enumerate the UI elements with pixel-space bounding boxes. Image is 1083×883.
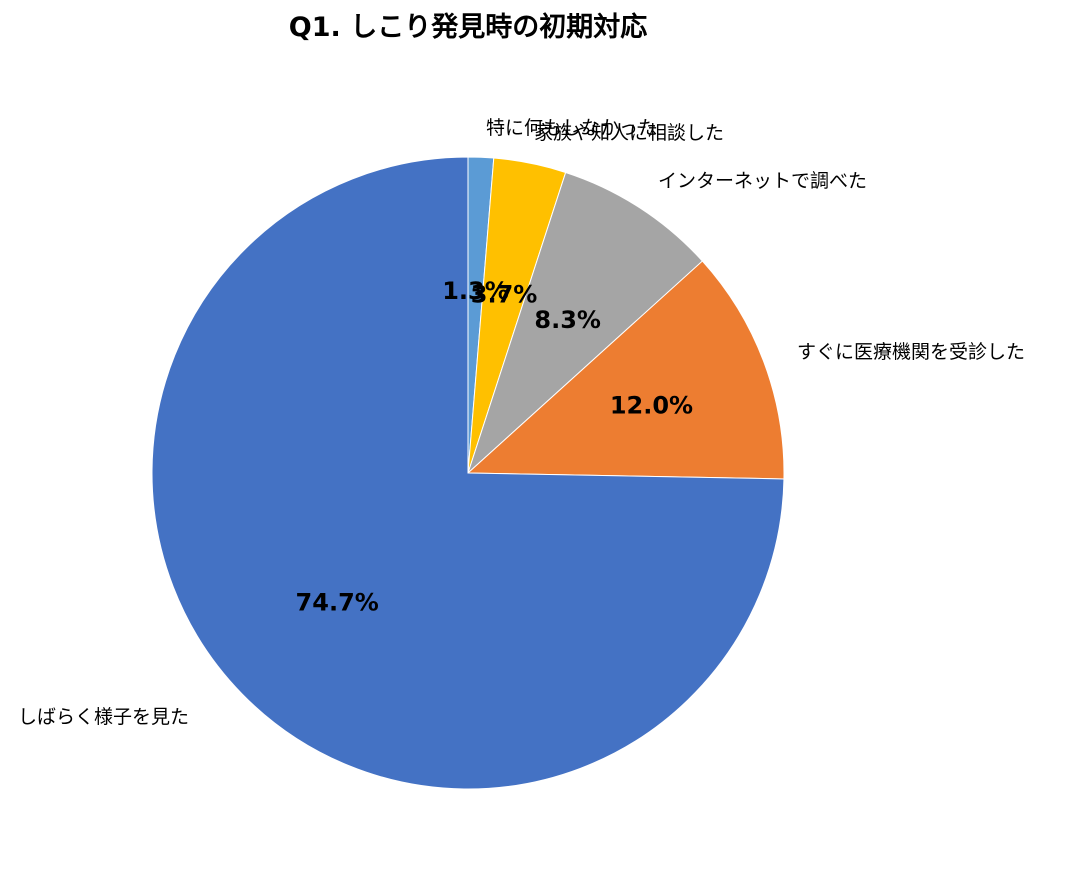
- slice-percent-label: 3.7%: [471, 280, 538, 308]
- slices-group: [151, 156, 785, 790]
- slice-percent-label: 1.3%: [442, 277, 509, 305]
- pie-slice: [466, 171, 704, 475]
- slice-percent-label: 8.3%: [534, 306, 601, 334]
- pie-slice: [151, 156, 785, 790]
- slice-percent-label: 12.0%: [610, 391, 693, 419]
- percent-labels-group: 1.3%3.7%8.3% 12.0% 74.7%: [296, 277, 694, 616]
- slice-category-label: しばらく様子を見た: [18, 706, 189, 728]
- chart-title: Q1. しこり発見時の初期対応: [289, 11, 647, 43]
- pie-slice: [466, 260, 785, 480]
- slice-category-label: 特に何もしなかった: [486, 117, 657, 139]
- slice-percent-label: 74.7%: [296, 588, 379, 616]
- slice-category-label: インターネットで調べた: [658, 170, 867, 192]
- slice-category-label: 家族や知人に相談した: [534, 122, 724, 144]
- category-labels-group: 特に何もしなかった家族や知人に相談したインターネットで調べたすぐに医療機関を受診…: [18, 117, 1025, 728]
- slice-category-label: すぐに医療機関を受診した: [797, 341, 1025, 363]
